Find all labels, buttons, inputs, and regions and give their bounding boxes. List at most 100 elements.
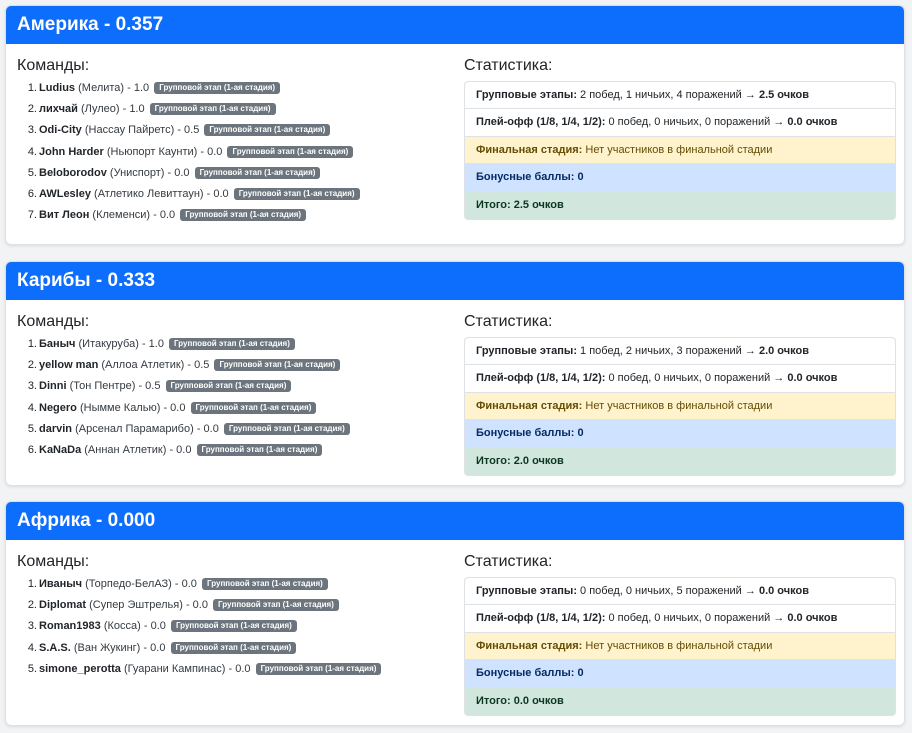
team-item: 5. darvin (Арсенал Парамарибо) - 0.0 Груп…: [17, 422, 447, 436]
team-club: (Мелита): [78, 82, 125, 94]
team-club: (Тон Пентре): [69, 380, 136, 393]
stat-total: Итого: 0.0 очков: [465, 687, 895, 715]
team-name: Roman1983: [39, 620, 101, 633]
team-item: 3. Odi-City (Нассау Пайретс) - 0.5 Группо…: [17, 123, 447, 137]
team-score: - 0.0: [174, 578, 197, 590]
team-score: - 0.0: [206, 187, 229, 200]
teams-list: 1. Баныч (Итакуруба) - 1.0 Групповой этап…: [17, 337, 447, 457]
stat-value: 0 побед, 0 ничьих, 5 поражений: [580, 585, 742, 597]
stat-group-stage: Групповые этапы: 2 побед, 1 ничьих, 4 по…: [465, 82, 895, 110]
team-number: 6.: [27, 443, 37, 456]
team-name: AWLesley: [39, 187, 91, 200]
stats-title: Статистика:: [464, 553, 553, 570]
stage-badge: Групповой этап (1-ая стадия): [170, 641, 297, 654]
team-name: KaNaDa: [39, 443, 82, 456]
stat-points: → 0.0 очков: [773, 116, 838, 129]
team-club: (Торпедо-БелАЗ): [85, 578, 172, 590]
team-score: - 0.5: [138, 380, 161, 393]
stat-label: Плей-офф (1/8, 1/4, 1/2):: [476, 116, 606, 129]
team-club: (Лулео): [80, 103, 120, 116]
team-name: лихчай: [39, 103, 78, 116]
teams-title: Команды:: [17, 57, 90, 74]
team-number: 2.: [27, 599, 37, 612]
team-item: 1. Ludius (Мелита) - 1.0 Групповой этап (…: [17, 81, 447, 95]
stage-badge: Групповой этап (1-ая стадия): [190, 401, 317, 414]
stat-points: → 0.0 очков: [773, 612, 838, 625]
team-score: - 0.0: [196, 422, 219, 435]
region-title: Африка - 0.000: [6, 502, 904, 540]
stage-badge: Групповой этап (1-ая стадия): [170, 620, 297, 633]
stat-value: 0 побед, 0 ничьих, 0 поражений: [608, 372, 771, 385]
stat-playoff: Плей-офф (1/8, 1/4, 1/2): 0 побед, 0 нич…: [465, 365, 895, 393]
team-item: 4. S.A.S. (Ван Жукинг) - 0.0 Групповой эт…: [17, 641, 447, 655]
stage-badge: Групповой этап (1-ая стадия): [165, 380, 292, 393]
team-name: simone_perotta: [39, 662, 121, 675]
stat-points: → 2.5 очков: [744, 89, 809, 101]
teams-title: Команды:: [17, 553, 90, 570]
stage-badge: Групповой этап (1-ая стадия): [196, 443, 323, 456]
region-title: Карибы - 0.333: [6, 262, 904, 300]
stats-list: Групповые этапы: 0 побед, 0 ничьих, 5 по…: [464, 577, 896, 716]
team-item: 2. Diplomat (Супер Эштрелья) - 0.0 Группо…: [17, 598, 447, 612]
team-club: (Косса): [103, 620, 141, 633]
team-item: 5. Beloborodov (Униспорт) - 0.0 Групповой…: [17, 166, 447, 180]
team-score: - 0.5: [187, 359, 210, 372]
team-score: - 0.0: [185, 599, 208, 612]
stat-playoff: Плей-офф (1/8, 1/4, 1/2): 0 побед, 0 нич…: [465, 109, 895, 137]
team-club: (Аннан Атлетик): [84, 443, 167, 456]
team-club: (Униспорт): [109, 166, 165, 179]
team-score: - 0.0: [167, 166, 190, 179]
stat-points: → 0.0 очков: [744, 585, 809, 597]
stat-final-stage: Финальная стадия: Нет участников в финал…: [465, 136, 895, 165]
stat-value: 2.5 очков: [513, 198, 564, 211]
team-number: 4.: [27, 401, 37, 414]
stat-label: Итого:: [476, 198, 511, 211]
stat-value: 0: [577, 667, 584, 680]
team-club: (Арсенал Парамарибо): [75, 422, 194, 435]
stat-label: Плей-офф (1/8, 1/4, 1/2):: [476, 372, 606, 385]
stats-column: Статистика: Групповые этапы: 1 побед, 2 …: [464, 312, 896, 476]
team-name: Вит Леон: [39, 209, 90, 222]
team-club: (Атлетико Левиттаун): [94, 187, 204, 200]
team-name: John Harder: [39, 145, 104, 158]
team-number: 5.: [27, 166, 37, 179]
team-name: Иваныч: [39, 578, 83, 590]
teams-column: Команды: 1. Баныч (Итакуруба) - 1.0 Групп…: [17, 312, 447, 464]
team-item: 2. лихчай (Лулео) - 1.0 Групповой этап (1…: [17, 102, 447, 116]
team-club: (Клеменси): [92, 209, 151, 222]
team-number: 1.: [27, 338, 37, 350]
stage-badge: Групповой этап (1-ая стадия): [201, 578, 328, 590]
team-name: Diplomat: [39, 599, 87, 612]
team-club: (Аллоа Атлетик): [101, 359, 185, 372]
teams-column: Команды: 1. Иваныч (Торпедо-БелАЗ) - 0.0 …: [17, 552, 447, 683]
team-number: 7.: [27, 209, 37, 222]
team-score: - 0.0: [169, 443, 192, 456]
team-club: (Ван Жукинг): [73, 641, 141, 654]
stat-value: 0 побед, 0 ничьих, 0 поражений: [608, 612, 771, 625]
stat-value: 0 побед, 0 ничьих, 0 поражений: [608, 116, 771, 129]
team-item: 7. Вит Леон (Клеменси) - 0.0 Групповой эт…: [17, 208, 447, 222]
stat-value: 2.0 очков: [513, 454, 564, 467]
team-number: 1.: [27, 82, 37, 94]
team-score: - 1.0: [127, 82, 150, 94]
teams-column: Команды: 1. Ludius (Мелита) - 1.0 Группов…: [17, 56, 447, 229]
stat-bonus: Бонусные баллы: 0: [465, 660, 895, 688]
stat-value: 0: [577, 427, 584, 440]
stat-label: Бонусные баллы:: [476, 171, 575, 184]
team-number: 5.: [27, 662, 37, 675]
team-item: 1. Иваныч (Торпедо-БелАЗ) - 0.0 Групповой…: [17, 577, 447, 591]
team-number: 4.: [27, 145, 37, 158]
stage-badge: Групповой этап (1-ая стадия): [213, 599, 339, 612]
team-number: 3.: [27, 380, 37, 393]
team-number: 2.: [27, 103, 37, 116]
stats-list: Групповые этапы: 1 побед, 2 ничьих, 3 по…: [464, 337, 896, 476]
stat-points: → 2.0 очков: [744, 345, 809, 357]
stat-label: Групповые этапы:: [476, 345, 577, 357]
stat-label: Финальная стадия:: [476, 639, 583, 652]
stat-points: → 0.0 очков: [773, 372, 838, 385]
team-item: 6. KaNaDa (Аннан Атлетик) - 0.0 Групповой…: [17, 443, 447, 457]
stage-badge: Групповой этап (1-ая стадия): [149, 103, 276, 116]
team-score: - 1.0: [122, 103, 145, 116]
stat-label: Финальная стадия:: [476, 399, 583, 412]
